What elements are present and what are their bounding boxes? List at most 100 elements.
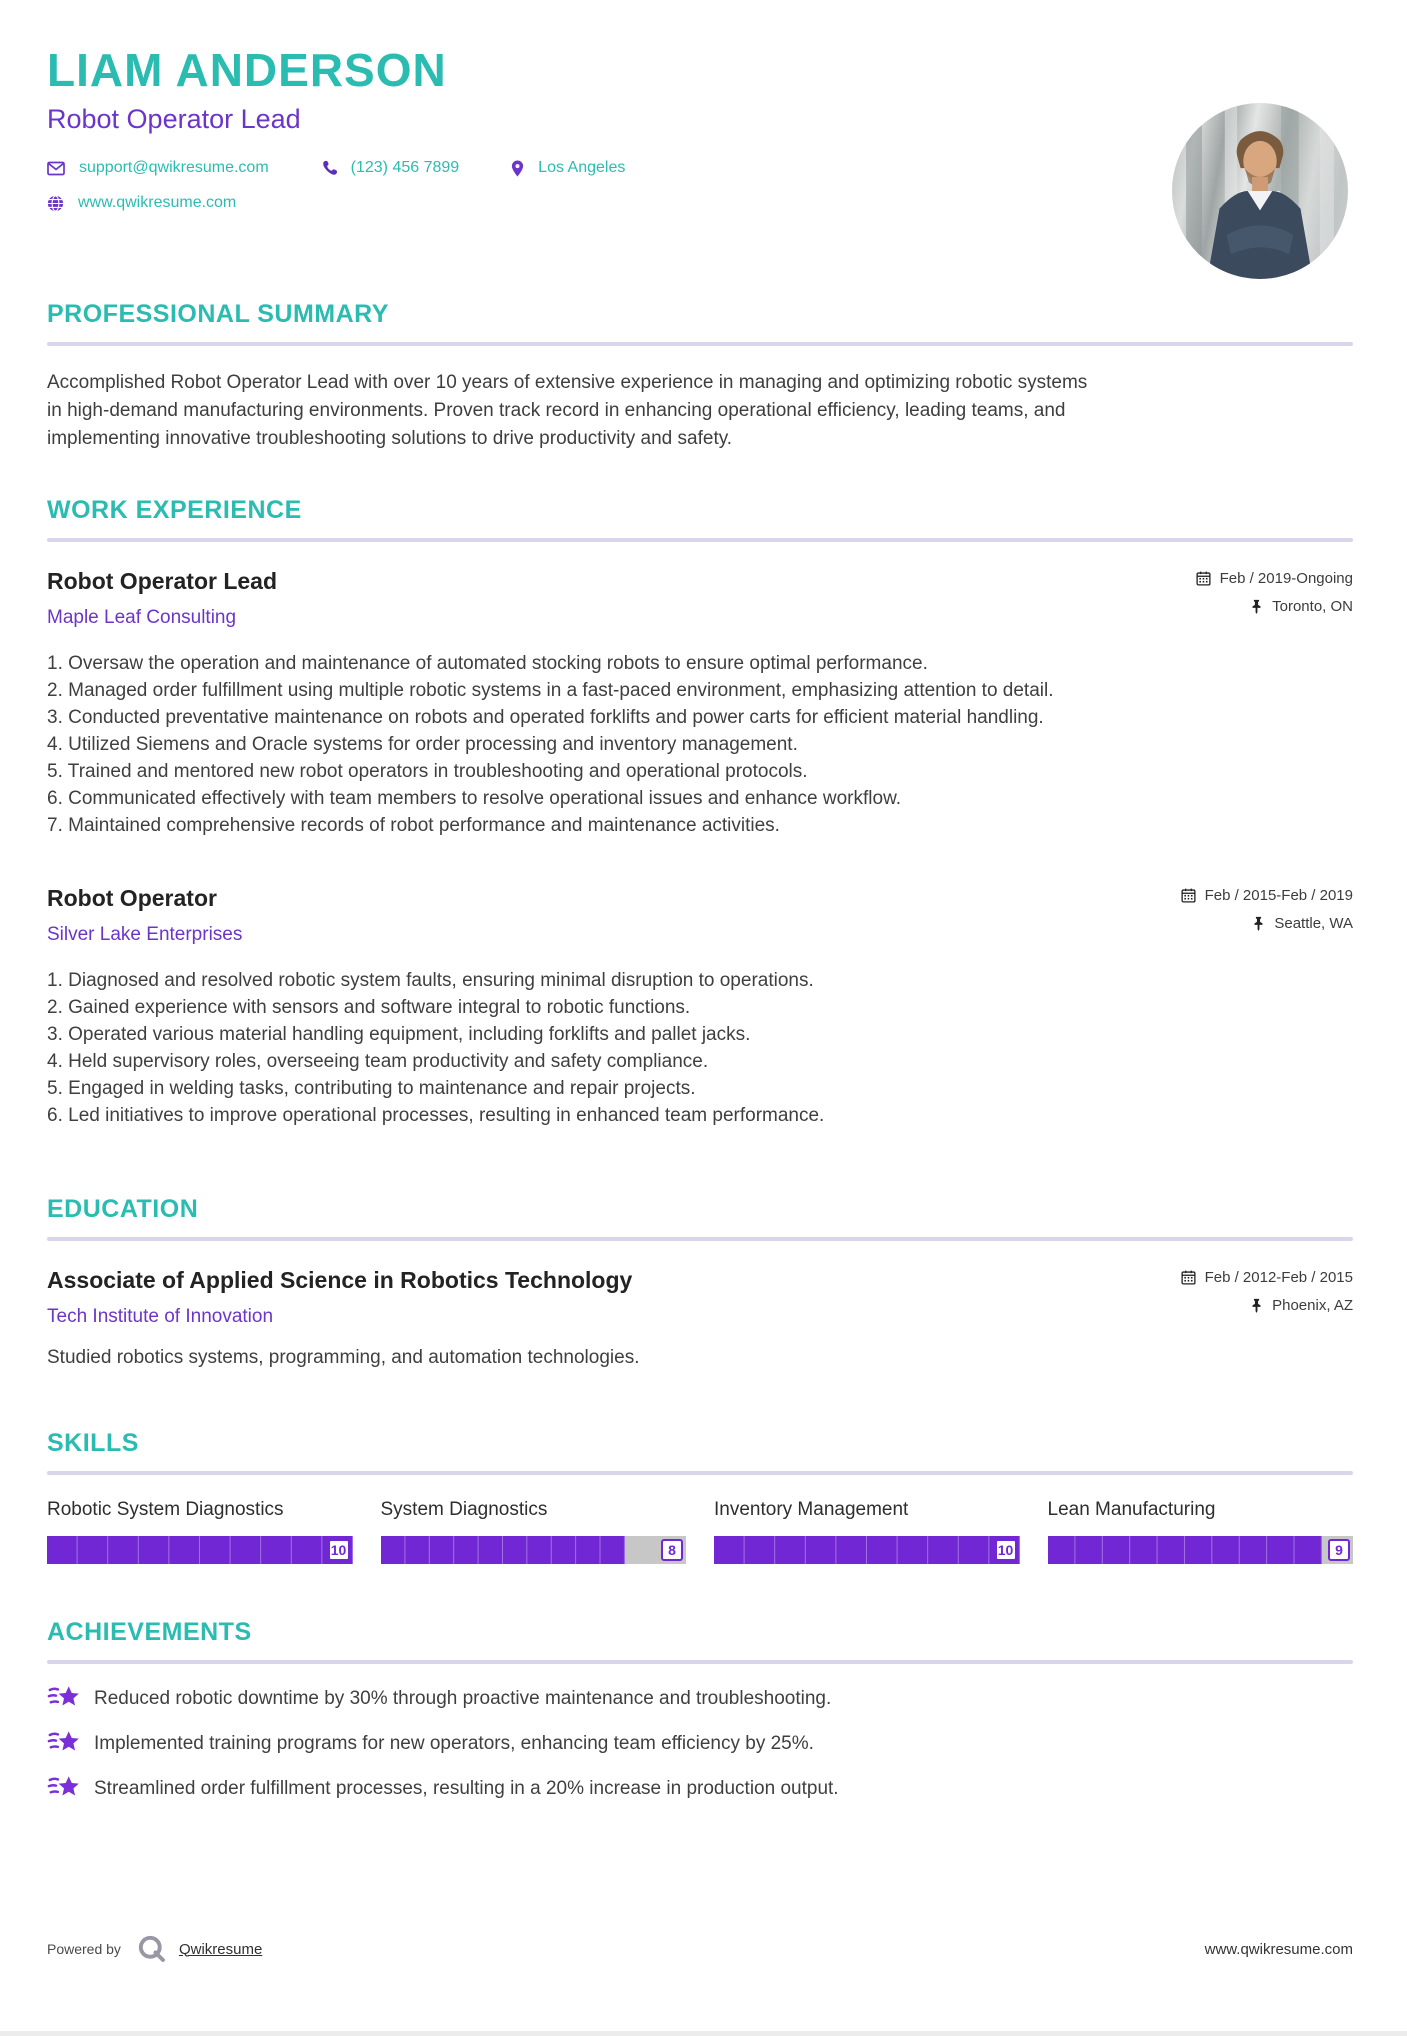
skill-item: Inventory Management 10: [714, 1499, 1020, 1565]
education-location: Phoenix, AZ: [1272, 1297, 1353, 1315]
phone-icon: [321, 160, 337, 176]
skill-label: Robotic System Diagnostics: [47, 1499, 284, 1521]
job-bullet: Trained and mentored new robot operators…: [67, 761, 808, 783]
page-bottom-strip: [0, 2031, 1407, 2036]
skill-bar: 10: [714, 1536, 1020, 1565]
summary-text: Accomplished Robot Operator Lead with ov…: [47, 372, 1088, 450]
contact-row: support@qwikresume.com (123) 456 7899 Lo…: [47, 159, 1353, 177]
website-text: www.qwikresume.com: [78, 194, 237, 212]
job-bullet: Engaged in welding tasks, contributing t…: [68, 1078, 696, 1100]
section-heading: EDUCATION: [47, 1195, 199, 1224]
globe-icon: [47, 195, 64, 212]
achievement-text: Reduced robotic downtime by 30% through …: [94, 1687, 832, 1709]
shooting-star-icon: [47, 1684, 81, 1713]
location-text: Los Angeles: [538, 159, 626, 177]
skill-bar-fill: [380, 1536, 625, 1565]
job-bullet-list: Diagnosed and resolved robotic system fa…: [47, 967, 1353, 1129]
skill-bar: 8: [380, 1536, 686, 1565]
school-name: Tech Institute of Innovation: [47, 1306, 274, 1328]
website-link[interactable]: www.qwikresume.com: [47, 194, 236, 212]
skill-bar-fill: [714, 1536, 1020, 1565]
skill-bar: 9: [1047, 1536, 1353, 1565]
achievement-text: Implemented training programs for new op…: [94, 1732, 814, 1754]
email-text: support@qwikresume.com: [79, 159, 269, 177]
skill-value-badge: 8: [661, 1539, 683, 1562]
shooting-star-icon: [47, 1774, 81, 1803]
profile-photo: [1172, 103, 1348, 279]
skill-value-badge: 10: [327, 1539, 350, 1562]
job-bullet: Oversaw the operation and maintenance of…: [68, 653, 928, 675]
phone-text: (123) 456 7899: [350, 159, 460, 177]
job-bullet: Gained experience with sensors and softw…: [68, 997, 691, 1019]
section-divider: [47, 538, 1353, 543]
person-illustration: [1186, 103, 1334, 279]
job-bullet: Communicated effectively with team membe…: [68, 788, 902, 810]
education-entry: Associate of Applied Science in Robotics…: [47, 1267, 1353, 1369]
job-bullet: Utilized Siemens and Oracle systems for …: [68, 734, 798, 756]
job-location: Seattle, WA: [1274, 915, 1353, 933]
job-location: Toronto, ON: [1272, 598, 1353, 616]
person-name: LIAM ANDERSON: [47, 44, 447, 96]
calendar-icon: [1181, 1270, 1196, 1285]
section-heading: SKILLS: [47, 1429, 139, 1458]
degree-title: Associate of Applied Science in Robotics…: [47, 1267, 633, 1294]
website-row: www.qwikresume.com: [47, 194, 1353, 212]
skill-bar-fill: [47, 1536, 353, 1565]
envelope-icon: [47, 161, 65, 176]
skill-value-badge: 10: [994, 1539, 1017, 1562]
job-bullet: Conducted preventative maintenance on ro…: [68, 707, 1044, 729]
qwikresume-brand-link[interactable]: Qwikresume: [178, 1940, 263, 1958]
shooting-star-icon: [47, 1729, 81, 1758]
skill-bar-fill: [1047, 1536, 1323, 1565]
skill-label: Inventory Management: [714, 1499, 909, 1521]
job-bullet: Operated various material handling equip…: [68, 1024, 751, 1046]
section-heading: PROFESSIONAL SUMMARY: [47, 300, 389, 329]
achievement-list: Reduced robotic downtime by 30% through …: [47, 1684, 1353, 1803]
job-bullet: Managed order fulfillment using multiple…: [68, 680, 1054, 702]
section-skills: SKILLS Robotic System Diagnostics 10 Sys…: [47, 1429, 1353, 1565]
footer: Powered by Qwikresume www.qwikresume.com: [47, 1934, 1353, 1964]
job-title: Robot Operator: [47, 885, 217, 912]
map-pin-icon: [511, 160, 524, 177]
section-divider: [47, 1237, 1353, 1242]
pushpin-icon: [1252, 916, 1265, 932]
calendar-icon: [1196, 571, 1211, 586]
section-education: EDUCATION Associate of Applied Science i…: [47, 1195, 1353, 1369]
skill-item: System Diagnostics 8: [380, 1499, 686, 1565]
education-date: Feb / 2012-Feb / 2015: [1204, 1269, 1353, 1287]
footer-website: www.qwikresume.com: [1204, 1940, 1353, 1958]
pushpin-icon: [1250, 599, 1263, 615]
skill-value-badge: 9: [1328, 1539, 1350, 1562]
section-heading: WORK EXPERIENCE: [47, 496, 302, 525]
job-entry: Robot Operator Lead Maple Leaf Consultin…: [47, 568, 1353, 839]
section-heading: ACHIEVEMENTS: [47, 1618, 252, 1647]
section-professional-summary: PROFESSIONAL SUMMARY Accomplished Robot …: [47, 300, 1353, 453]
job-entry: Robot Operator Silver Lake Enterprises F…: [47, 885, 1353, 1129]
achievement-item: Streamlined order fulfillment processes,…: [47, 1774, 1353, 1803]
job-bullet: Maintained comprehensive records of robo…: [68, 815, 780, 837]
job-bullet: Held supervisory roles, overseeing team …: [68, 1051, 709, 1073]
skill-label: Lean Manufacturing: [1047, 1499, 1216, 1521]
job-company: Silver Lake Enterprises: [47, 924, 243, 946]
email-link[interactable]: support@qwikresume.com: [47, 159, 269, 177]
powered-by-label: Powered by: [47, 1941, 121, 1957]
skill-bar: 10: [47, 1536, 353, 1565]
pushpin-icon: [1250, 1298, 1263, 1314]
job-date: Feb / 2019-Ongoing: [1219, 570, 1353, 588]
section-divider: [47, 1471, 1353, 1476]
calendar-icon: [1181, 888, 1196, 903]
section-divider: [47, 342, 1353, 347]
resume-page: LIAM ANDERSON Robot Operator Lead suppor…: [0, 46, 1407, 1803]
skill-item: Robotic System Diagnostics 10: [47, 1499, 353, 1565]
job-date: Feb / 2015-Feb / 2019: [1204, 887, 1353, 905]
job-bullet: Diagnosed and resolved robotic system fa…: [68, 970, 814, 992]
achievement-item: Reduced robotic downtime by 30% through …: [47, 1684, 1353, 1713]
achievement-text: Streamlined order fulfillment processes,…: [94, 1777, 839, 1799]
skill-item: Lean Manufacturing 9: [1047, 1499, 1353, 1565]
skills-grid: Robotic System Diagnostics 10 System Dia…: [47, 1499, 1353, 1565]
location-item: Los Angeles: [511, 159, 625, 177]
skill-label: System Diagnostics: [380, 1499, 548, 1521]
job-company: Maple Leaf Consulting: [47, 607, 237, 629]
person-role: Robot Operator Lead: [47, 104, 301, 135]
qwikresume-logo-icon: [137, 1934, 167, 1964]
